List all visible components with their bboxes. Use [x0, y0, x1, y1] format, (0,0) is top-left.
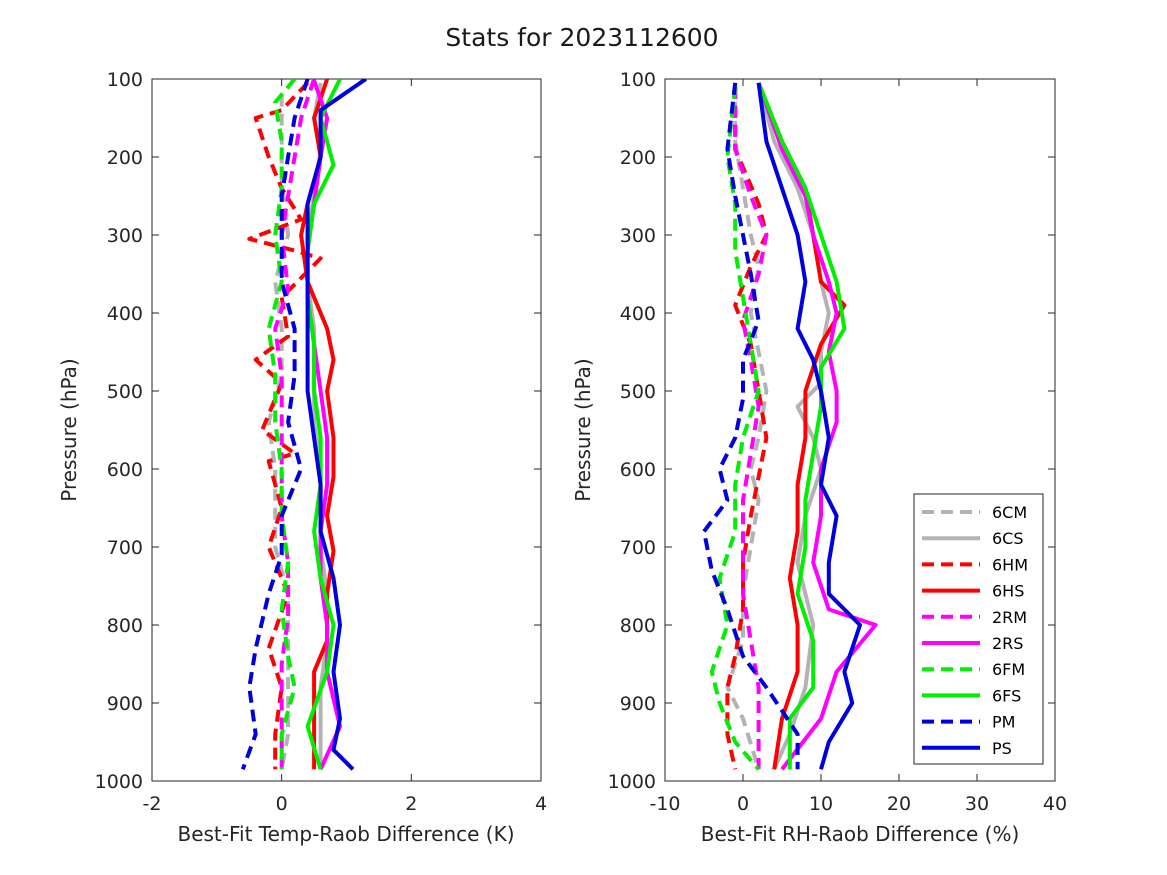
temp-ytick-label: 900: [107, 693, 143, 715]
temp-series-ps: [305, 79, 368, 771]
rh-series-6fs: [756, 82, 847, 770]
rh-xtick-label: 20: [887, 793, 911, 815]
temp-xtick-label: 4: [535, 793, 547, 815]
rh-xtick-label: 0: [737, 793, 749, 815]
legend-label-pm: PM: [992, 713, 1015, 732]
rh-ytick-label: 700: [620, 537, 656, 559]
temp-chart-xlabel: Best-Fit Temp-Raob Difference (K): [177, 822, 514, 846]
temp-xtick-label: 2: [405, 793, 417, 815]
temp-ytick-label: 1000: [95, 771, 143, 793]
rh-series-6cm: [725, 82, 769, 770]
rh-series-pm: [702, 82, 800, 770]
legend-label-ps: PS: [992, 739, 1012, 758]
rh-ytick-label: 500: [620, 381, 656, 403]
rh-xtick-label: 10: [809, 793, 833, 815]
rh-xtick-label: 30: [965, 793, 989, 815]
rh-series-ps: [756, 82, 862, 770]
rh-xtick-label: -10: [649, 793, 680, 815]
legend-label-2rs: 2RS: [992, 634, 1023, 653]
temp-xtick-label: 0: [276, 793, 288, 815]
temp-ytick-label: 200: [107, 147, 143, 169]
rh-ytick-label: 800: [620, 615, 656, 637]
legend-label-2rm: 2RM: [992, 608, 1027, 627]
rh-difference-chart: Best-Fit RH-Raob Difference (%) Pressure…: [571, 69, 1067, 846]
temp-xtick-label: -2: [143, 793, 162, 815]
temp-axes-box: [151, 78, 542, 782]
rh-chart-xlabel: Best-Fit RH-Raob Difference (%): [701, 822, 1020, 846]
temp-series-lines: [240, 79, 368, 771]
temp-series-6hm: [247, 81, 323, 770]
legend-label-6hs: 6HS: [992, 582, 1024, 601]
temp-ytick-label: 700: [107, 537, 143, 559]
rh-series-6cs: [756, 82, 831, 771]
legend-label-6cs: 6CS: [992, 529, 1024, 548]
rh-series-2rs: [756, 82, 878, 771]
rh-xtick-label: 40: [1043, 793, 1067, 815]
legend-label-6fm: 6FM: [992, 660, 1025, 679]
rh-series-6fm: [709, 86, 761, 771]
rh-chart-ylabel: Pressure (hPa): [571, 358, 595, 501]
rh-ytick-label: 600: [620, 459, 656, 481]
legend-label-6fs: 6FS: [992, 686, 1021, 705]
temp-ytick-label: 600: [107, 459, 143, 481]
rh-legend: 6CM 6CS 6HM 6HS 2RM 2RS 6FM 6FS PM PS: [913, 493, 1044, 765]
temp-ytick-label: 800: [107, 615, 143, 637]
temp-series-2rs: [305, 79, 342, 771]
temp-difference-chart: Best-Fit Temp-Raob Difference (K) Pressu…: [57, 69, 547, 846]
rh-ytick-label: 400: [620, 303, 656, 325]
legend-label-6cm: 6CM: [992, 503, 1027, 522]
rh-series-lines: [702, 82, 878, 771]
temp-series-2rm: [273, 79, 316, 770]
rh-series-2rm: [733, 86, 769, 770]
rh-ytick-label: 1000: [608, 771, 656, 793]
temp-ytick-label: 300: [107, 225, 143, 247]
temp-ytick-label: 100: [107, 69, 143, 91]
rh-ytick-label: 200: [620, 147, 656, 169]
temp-series-pm: [240, 79, 310, 770]
temp-series-6fm: [266, 79, 297, 770]
temp-series-6fs: [305, 79, 342, 770]
temp-ytick-label: 400: [107, 303, 143, 325]
temp-chart-ylabel: Pressure (hPa): [57, 358, 81, 501]
rh-ytick-label: 100: [620, 69, 656, 91]
legend-label-6hm: 6HM: [992, 555, 1028, 574]
rh-ytick-label: 300: [620, 225, 656, 247]
rh-ytick-label: 900: [620, 693, 656, 715]
temp-ytick-label: 500: [107, 381, 143, 403]
figure-title: Stats for 2023112600: [445, 23, 718, 52]
rh-axes-box: [664, 78, 1056, 782]
